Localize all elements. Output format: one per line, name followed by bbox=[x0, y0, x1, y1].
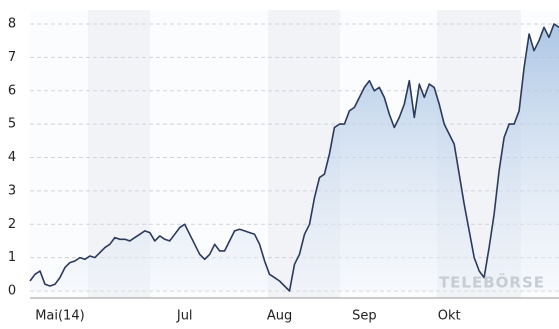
y-tick-label: 3 bbox=[8, 183, 16, 198]
x-tick-label: Jul bbox=[176, 309, 193, 324]
y-tick-label: 5 bbox=[8, 117, 16, 132]
x-tick-label: Sep bbox=[352, 309, 377, 324]
x-tick-label: Aug bbox=[267, 309, 292, 324]
y-tick-label: 0 bbox=[8, 284, 16, 299]
y-tick-label: 1 bbox=[8, 250, 16, 265]
y-tick-label: 2 bbox=[8, 217, 16, 232]
x-tick-label: Okt bbox=[438, 309, 461, 324]
y-tick-label: 4 bbox=[8, 150, 16, 165]
y-tick-label: 7 bbox=[8, 50, 16, 65]
watermark: TELEBÖRSE bbox=[439, 273, 545, 292]
line bbox=[29, 23, 559, 292]
x-tick-label: Mai(14) bbox=[35, 309, 84, 324]
y-tick-label: 8 bbox=[8, 17, 16, 32]
y-tick-label: 6 bbox=[8, 83, 16, 98]
